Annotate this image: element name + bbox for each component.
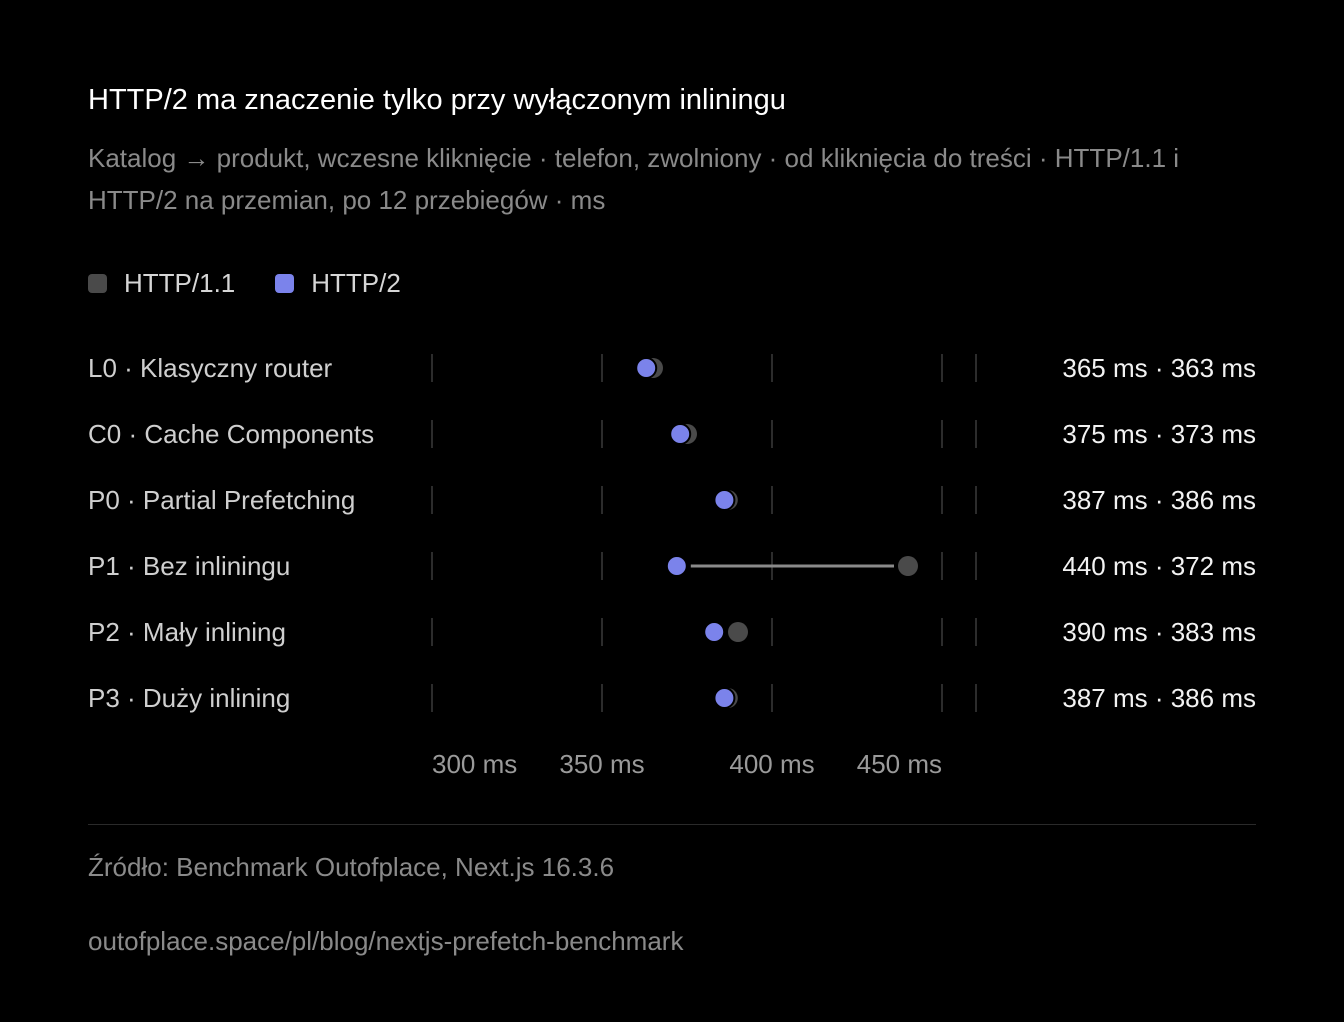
x-tick-label: 400 ms [729, 749, 814, 779]
row-label: P1 · Bez inliningu [88, 551, 290, 581]
value-label: 365 ms · 363 ms [1062, 353, 1256, 383]
point-http1 [898, 556, 918, 576]
point-http2 [665, 555, 688, 577]
point-http2 [713, 687, 736, 709]
legend-swatch-http2 [275, 274, 295, 293]
row-label: P2 · Mały inlining [88, 617, 286, 647]
legend-label-http2: HTTP/2 [311, 268, 401, 298]
value-label: 375 ms · 373 ms [1062, 419, 1256, 449]
source-url: outofplace.space/pl/blog/nextjs-prefetch… [88, 926, 684, 956]
row-label: P3 · Duży inlining [88, 683, 290, 713]
value-label: 440 ms · 372 ms [1062, 551, 1256, 581]
legend-label-http1: HTTP/1.1 [124, 268, 236, 298]
legend: HTTP/1.1 HTTP/2 [88, 268, 441, 299]
chart-subtitle: Katalog → produkt, wczesne kliknięcie · … [88, 143, 1180, 215]
x-tick-label: 300 ms [432, 749, 517, 779]
x-tick-label: 450 ms [857, 749, 942, 779]
legend-item-http1: HTTP/1.1 [88, 268, 235, 299]
point-http2 [669, 423, 692, 445]
row-label: P0 · Partial Prefetching [88, 485, 355, 515]
point-http2 [635, 357, 658, 379]
point-http2 [703, 621, 726, 643]
value-label: 390 ms · 383 ms [1062, 617, 1256, 647]
value-label: 387 ms · 386 ms [1062, 683, 1256, 713]
legend-swatch-http1 [88, 274, 107, 293]
source-note: Źródło: Benchmark Outofplace, Next.js 16… [88, 852, 615, 882]
point-http2 [713, 489, 736, 511]
x-tick-label: 350 ms [559, 749, 644, 779]
row-label: C0 · Cache Components [88, 419, 374, 449]
point-http1 [728, 622, 748, 642]
value-label: 387 ms · 386 ms [1062, 485, 1256, 515]
chart-title: HTTP/2 ma znaczenie tylko przy wyłączony… [88, 84, 786, 116]
footer-divider [88, 824, 1256, 825]
row-label: L0 · Klasyczny router [88, 353, 333, 383]
legend-item-http2: HTTP/2 [275, 268, 401, 299]
